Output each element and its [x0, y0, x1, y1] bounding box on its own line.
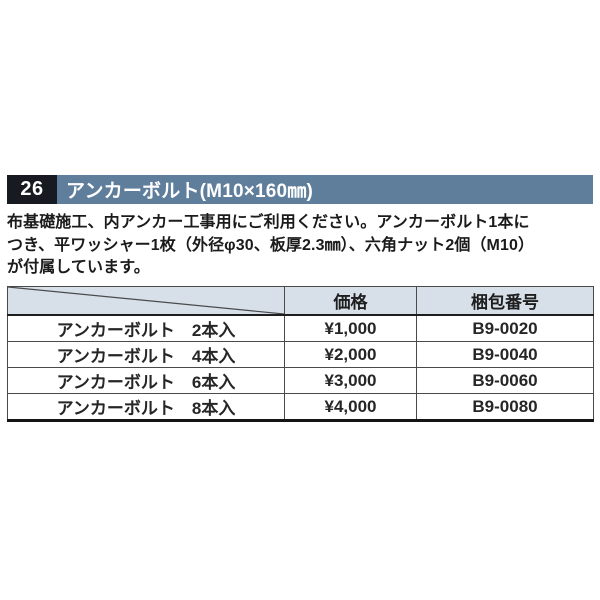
table-header-price: 価格 [284, 286, 417, 316]
table-header-code: 梱包番号 [416, 286, 594, 316]
section-header-bar: 26 アンカーボルト(M10×160㎜) [7, 175, 593, 204]
description-line: つき、平ワッシャー1枚（外径φ30、板厚2.3㎜）、六角ナット2個（M10） [7, 236, 535, 254]
price-cell: ¥1,000 [284, 314, 417, 342]
price-table: 価格 梱包番号 アンカーボルト 2本入 ¥1,000 B9-0020 アンカーボ… [7, 286, 594, 422]
section-number-badge: 26 [7, 175, 57, 204]
description-line: 布基礎施工、内アンカー工事用にご利用ください。アンカーボルト1本に [7, 214, 530, 231]
table-row: アンカーボルト 4本入 ¥2,000 B9-0040 [7, 341, 594, 368]
price-cell: ¥4,000 [284, 393, 417, 422]
diagonal-slash [8, 287, 284, 314]
product-name-cell: アンカーボルト 4本入 [7, 341, 285, 368]
code-cell: B9-0020 [416, 314, 594, 342]
product-name-cell: アンカーボルト 8本入 [7, 393, 285, 422]
section-title: アンカーボルト(M10×160㎜) [66, 181, 314, 202]
product-name-cell: アンカーボルト 2本入 [7, 314, 285, 342]
table-row: アンカーボルト 6本入 ¥3,000 B9-0060 [7, 367, 594, 394]
price-cell: ¥3,000 [284, 367, 417, 394]
product-description: 布基礎施工、内アンカー工事用にご利用ください。アンカーボルト1本に つき、平ワッ… [7, 212, 593, 280]
description-line: が付属しています。 [7, 259, 150, 276]
table-header-blank-diagonal-cell [7, 286, 285, 316]
table-row: アンカーボルト 2本入 ¥1,000 B9-0020 [7, 314, 594, 342]
price-cell: ¥2,000 [284, 341, 417, 368]
product-name-cell: アンカーボルト 6本入 [7, 367, 285, 394]
code-cell: B9-0040 [416, 341, 594, 368]
code-cell: B9-0060 [416, 367, 594, 394]
code-cell: B9-0080 [416, 393, 594, 422]
table-row: アンカーボルト 8本入 ¥4,000 B9-0080 [7, 393, 594, 422]
table-header-row: 価格 梱包番号 [7, 286, 594, 316]
